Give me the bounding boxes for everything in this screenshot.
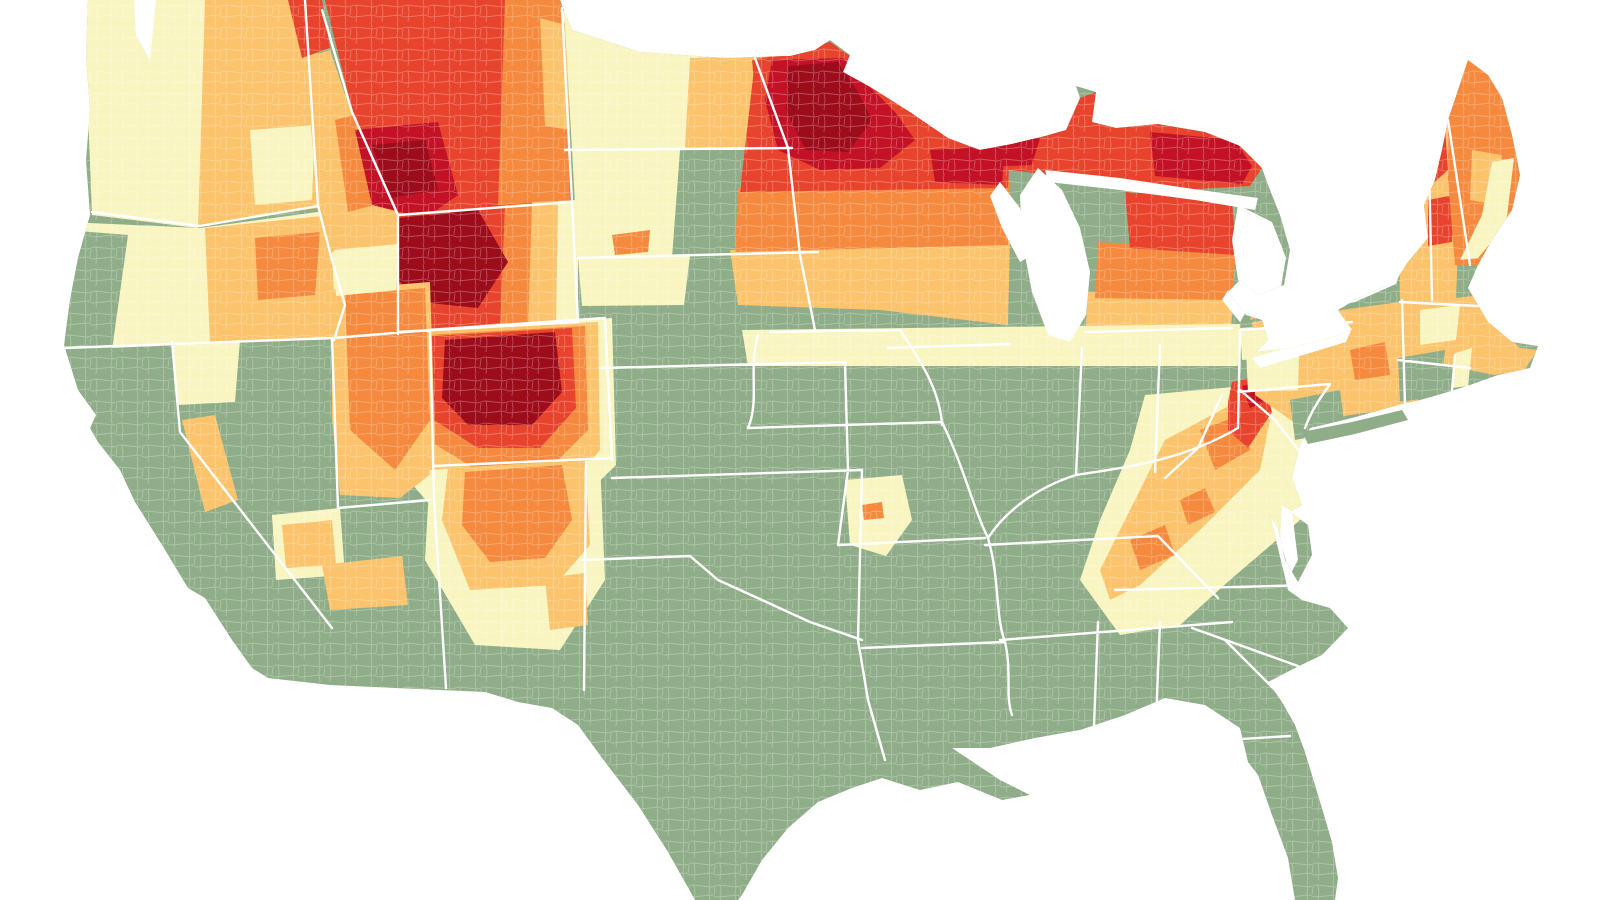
region-adirondacks-orange (1355, 190, 1412, 265)
saginaw-bay (1222, 290, 1246, 322)
chesapeake-bay (1280, 505, 1298, 575)
green-bay (990, 182, 1032, 262)
puget-sound (134, 0, 156, 60)
lake-huron (1232, 205, 1286, 298)
lake-michigan (1020, 168, 1090, 342)
state-borders (64, 0, 1480, 762)
region-green-white-mtns-core (1405, 130, 1440, 172)
straits-of-mackinac (1045, 170, 1258, 210)
region-long-island (1302, 410, 1408, 444)
